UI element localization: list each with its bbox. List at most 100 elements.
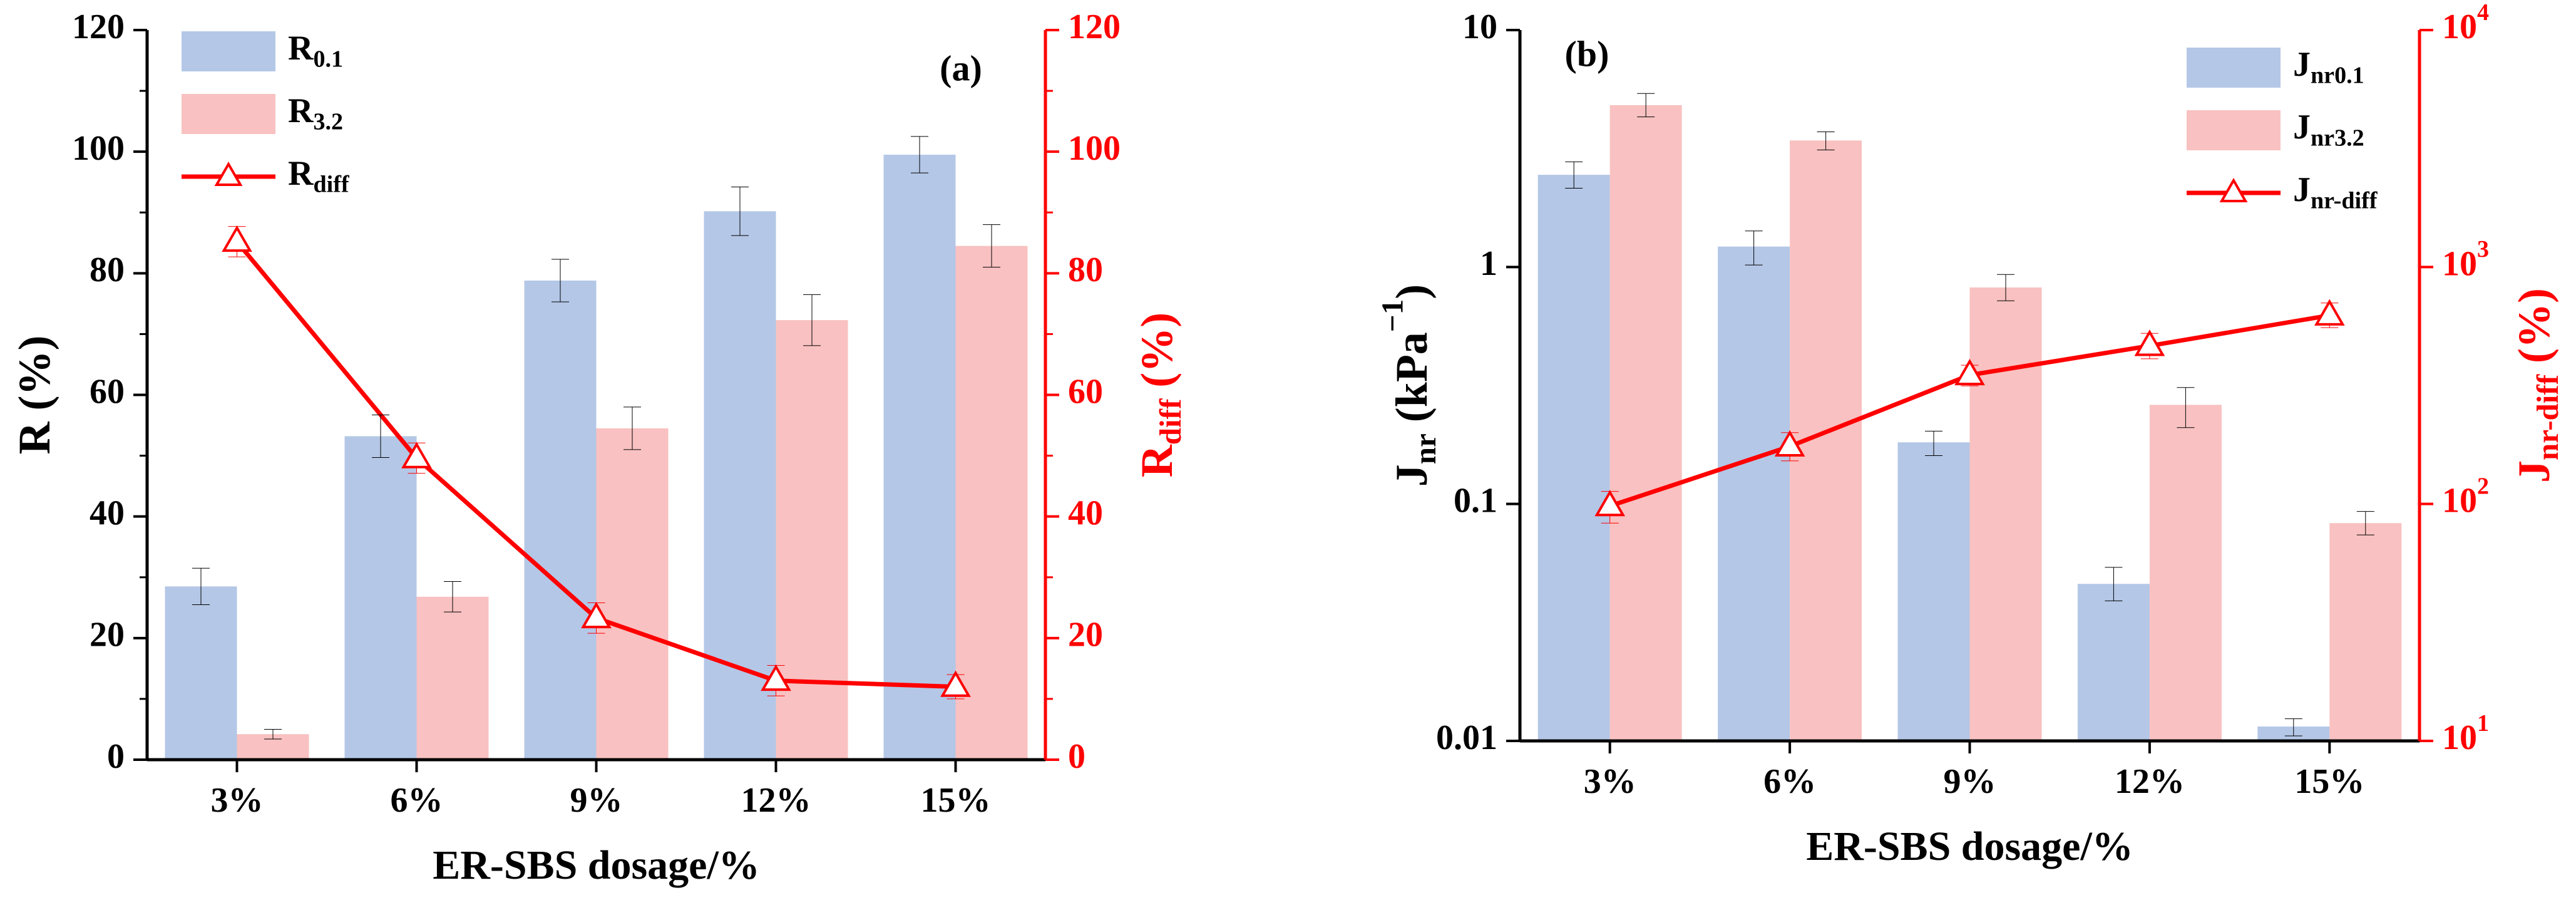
- panel-a-line-point-12%: [761, 664, 791, 691]
- panel-b-y-tick-label: 0.01: [1436, 718, 1497, 757]
- panel-a-legend-label-R3.2: R3.2: [288, 91, 343, 135]
- panel-b-y-axis-title-part: ): [1387, 284, 1437, 299]
- panel-b-legend-label-Jnr0.1-part: J: [2293, 45, 2311, 84]
- panel-a-x-tick-label: 15%: [921, 781, 991, 820]
- panel-a-y-axis-title-part: R: [9, 421, 59, 454]
- panel-a-panel-label: (a): [940, 48, 982, 88]
- panel-b-errorbar-Jnr0.1-9%: [1925, 430, 1942, 456]
- panel-a-x-tick-label: 9%: [570, 781, 623, 820]
- panel-a-bar-R3.2-9%: [596, 428, 669, 760]
- panel-b-x-axis-title: ER-SBS dosage/%: [1806, 824, 2133, 869]
- panel-a-errorbar-R3.2-12%: [803, 294, 821, 346]
- panel-a-errorbar-R0.1-6%: [372, 415, 389, 458]
- panel-a-y2-tick-label: 20: [1068, 616, 1103, 654]
- panel-b-errorbar-Jnr0.1-12%: [2105, 567, 2123, 601]
- panel-b-bar-Jnr0.1-6%: [1718, 246, 1790, 741]
- panel-a-legend-label-R3.2-part: R: [288, 91, 314, 130]
- panel-b-legend-label-Jnr0.1-part: nr0.1: [2311, 62, 2364, 88]
- panel-a-y2-axis-title: Rdiff (%): [1132, 313, 1188, 477]
- panel-a-line-point-15%: [940, 670, 971, 697]
- panel-a-x-axis-title: ER-SBS dosage/%: [433, 842, 760, 888]
- panel-b-y-axis-title-part: J: [1387, 464, 1437, 487]
- panel-a-errorbar-R3.2-9%: [623, 406, 641, 450]
- panel-b-x-tick-label: 15%: [2294, 762, 2364, 801]
- panel-b-errorbar-Jnr0.1-6%: [1745, 230, 1763, 266]
- panel-a-y-tick-label: 20: [90, 616, 125, 654]
- panel-b-bar-Jnr0.1-9%: [1897, 442, 1970, 741]
- panel-b-y2-axis-title-part: (%): [2509, 288, 2559, 375]
- panel-b-legend-label-Jnr3.2-part: nr3.2: [2311, 125, 2364, 151]
- panel-a-legend-label-Rdiff: Rdiff: [288, 154, 350, 198]
- panel-a-line-point-3%: [222, 225, 252, 252]
- panel-b-y2-tick-label-part: 2: [2477, 473, 2489, 499]
- panel-b-y-tick-label: 10: [1462, 8, 1497, 46]
- panel-b-y-tick-label: 1: [1480, 244, 1497, 283]
- panel-b-y2-tick-label: 102: [2442, 473, 2489, 520]
- panel-b-y2-tick-label-part: 4: [2477, 0, 2489, 26]
- panel-b-bar-Jnr0.1-3%: [1537, 175, 1610, 741]
- panel-a-y2-tick-label: 0: [1068, 737, 1085, 776]
- panel-b-errorbar-Jnr3.2-3%: [1637, 93, 1655, 118]
- panel-b-bar-Jnr3.2-12%: [2149, 405, 2222, 741]
- panel-a-errorbar-R0.1-3%: [192, 567, 210, 605]
- panel-b-y2-tick-label-part: 10: [2442, 244, 2477, 283]
- panel-b-line-point-9%: [1954, 358, 1985, 386]
- panel-a-legend-label-R0.1: R0.1: [288, 29, 343, 73]
- panel-b-legend-swatch-Jnr0.1: [2187, 48, 2281, 88]
- panel-b-y2-tick-label-part: 3: [2477, 236, 2489, 262]
- panel-a-y2-tick-label: 60: [1068, 372, 1103, 411]
- panel-b-line-point-15%: [2314, 299, 2345, 326]
- panel-a-y-tick-label: 80: [90, 251, 125, 289]
- panel-a-errorbar-R0.1-15%: [911, 136, 928, 173]
- panel-b-y2-tick-label-part: 10: [2442, 482, 2477, 520]
- panel-b-bar-Jnr3.2-15%: [2329, 523, 2402, 741]
- panel-b-errorbar-Jnr3.2-12%: [2177, 387, 2195, 428]
- panel-a-bar-R0.1-15%: [883, 155, 956, 760]
- panel-a-errorbar-R0.1-9%: [552, 259, 569, 303]
- panel-b-errorbar-Jnr0.1-3%: [1565, 161, 1583, 189]
- panel-a-y-axis-title-part: (%): [9, 336, 59, 422]
- panel-a-line-point-6%: [401, 442, 432, 468]
- panel-b-line-point-12%: [2134, 329, 2165, 356]
- panel-b-legend-label-Jnr-diff-part: nr-diff: [2311, 187, 2378, 214]
- panel-b-errorbar-Jnr3.2-6%: [1817, 131, 1835, 150]
- panel-b-y2-tick-label: 103: [2442, 236, 2489, 283]
- panel-a-legend-label-R0.1-part: 0.1: [313, 46, 343, 72]
- panel-a-errorbar-R3.2-15%: [983, 224, 1000, 268]
- panel-a-legend-label-R3.2-part: 3.2: [313, 108, 343, 135]
- panel-a-legend-marker: [214, 161, 243, 186]
- panel-a-x-tick-label: 6%: [391, 781, 443, 820]
- panel-b-legend-swatch-Jnr3.2: [2187, 110, 2281, 150]
- panel-a-y2-tick-label: 100: [1068, 129, 1121, 168]
- panel-a-legend-swatch-R0.1: [182, 31, 275, 71]
- panel-b-bar-Jnr3.2-9%: [1969, 287, 2042, 741]
- panel-a-y2-axis-title-part: (%): [1132, 313, 1182, 399]
- panel-b-line-point-3%: [1594, 489, 1626, 517]
- panel-b-errorbar-Jnr0.1-15%: [2284, 718, 2302, 737]
- panel-b-legend-label-Jnr-diff-part: J: [2293, 170, 2311, 209]
- panel-b-y2-axis-title: Jnr-diff (%): [2509, 288, 2565, 483]
- panel-a-errorbar-R3.2-6%: [444, 581, 461, 613]
- panel-a-legend-swatch-R3.2: [182, 94, 275, 134]
- panel-a-x-tick-label: 3%: [211, 781, 264, 820]
- panel-b-legend-label-Jnr0.1: Jnr0.1: [2293, 45, 2364, 89]
- panel-b-x-tick-label: 3%: [1584, 762, 1636, 801]
- panel-a-bar-R0.1-3%: [165, 586, 237, 760]
- panel-a-bar-R0.1-9%: [524, 280, 597, 760]
- panel-a-y2-tick-label: 80: [1068, 251, 1103, 289]
- panel-a-y2-axis-title-part: R: [1132, 444, 1182, 477]
- panel-b-y2-tick-label-part: 10: [2442, 718, 2477, 757]
- panel-b-y-axis-title-part: −1: [1375, 299, 1410, 332]
- panel-b-legend-label-Jnr3.2: Jnr3.2: [2293, 108, 2364, 152]
- panel-a-y-tick-label: 60: [90, 372, 125, 411]
- panel-b-x-tick-label: 6%: [1763, 762, 1816, 801]
- panel-b-y-axis-title-part: nr: [1408, 433, 1442, 464]
- panel-b-legend-marker: [2219, 177, 2248, 202]
- panel-b-y-tick-label: 0.1: [1454, 482, 1497, 520]
- panel-b-errorbar-Jnr3.2-9%: [1997, 274, 2014, 301]
- panel-b-y2-axis-title-part: J: [2509, 460, 2559, 483]
- panel-a-errorbar-R0.1-12%: [731, 186, 749, 236]
